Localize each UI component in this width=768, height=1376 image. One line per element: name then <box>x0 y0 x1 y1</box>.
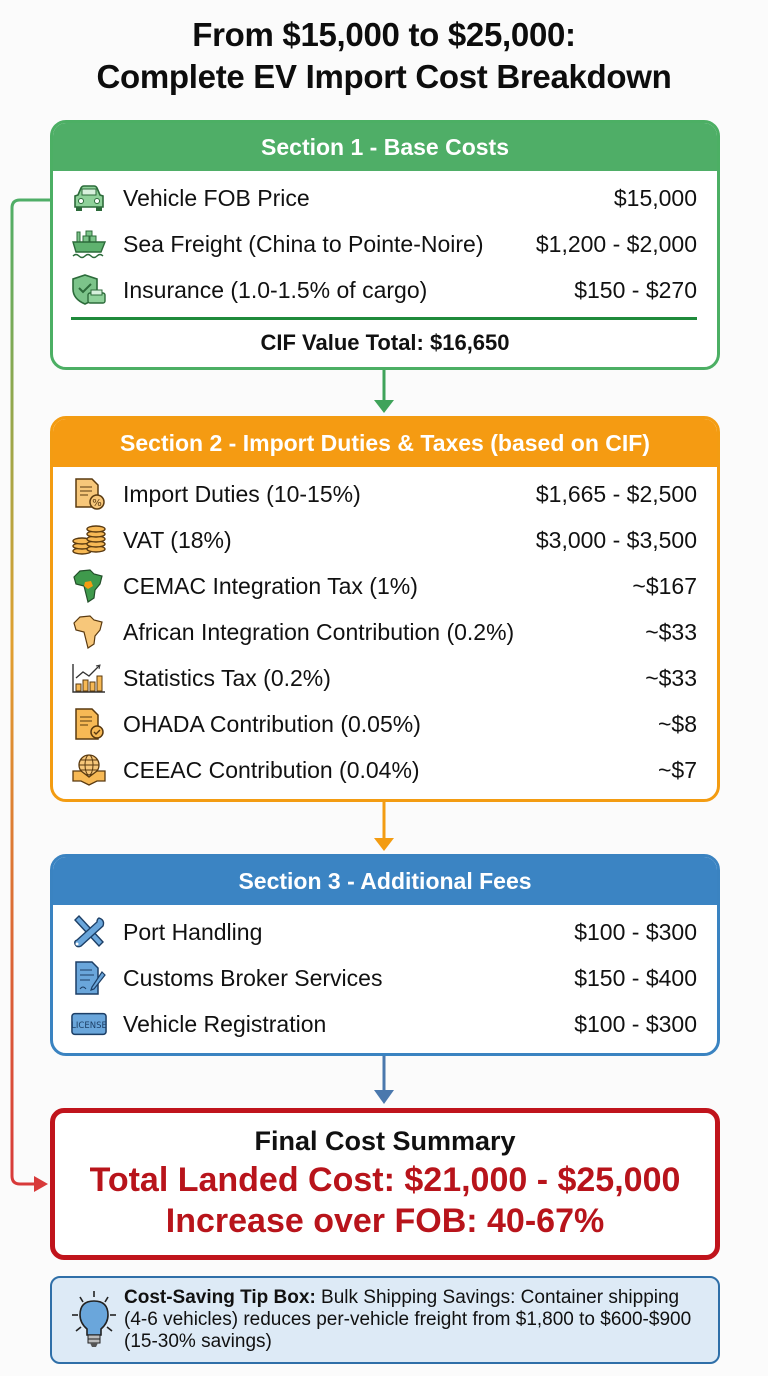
cost-value: ~$33 <box>645 618 697 645</box>
cost-label: Customs Broker Services <box>123 964 383 991</box>
cost-row: Statistics Tax (0.2%) ~$33 <box>71 655 697 701</box>
cost-row: CEMAC Integration Tax (1%) ~$167 <box>71 563 697 609</box>
africa-map-icon <box>71 615 107 649</box>
cost-row: VAT (18%) $3,000 - $3,500 <box>71 517 697 563</box>
cost-label: Sea Freight (China to Pointe-Noire) <box>123 230 484 257</box>
increase-over-fob: Increase over FOB: 40-67% <box>165 1202 605 1240</box>
total-landed-cost: Total Landed Cost: $21,000 - $25,000 <box>89 1161 681 1199</box>
cost-row: Vehicle FOB Price $15,000 <box>71 175 697 221</box>
cost-row: African Integration Contribution (0.2%) … <box>71 609 697 655</box>
document-pen-icon <box>71 961 107 995</box>
cost-value: $100 - $300 <box>574 918 697 945</box>
cost-saving-tip-box: Cost-Saving Tip Box: Bulk Shipping Savin… <box>50 1276 720 1364</box>
cost-row: OHADA Contribution (0.05%) ~$8 <box>71 701 697 747</box>
car-icon <box>71 181 107 215</box>
svg-text:LICENSE: LICENSE <box>71 1021 107 1031</box>
side-arrowhead-icon <box>34 1176 48 1192</box>
section-header: Section 2 - Import Duties & Taxes (based… <box>53 419 717 467</box>
bar-chart-icon <box>71 661 107 695</box>
lightbulb-icon <box>64 1285 124 1355</box>
cost-label: Vehicle Registration <box>123 1010 327 1037</box>
cost-row: CEEAC Contribution (0.04%) ~$7 <box>71 747 697 793</box>
cost-label: CEMAC Integration Tax (1%) <box>123 572 418 599</box>
final-cost-summary: Final Cost Summary Total Landed Cost: $2… <box>50 1108 720 1260</box>
cost-label: Insurance (1.0-1.5% of cargo) <box>123 276 428 303</box>
cost-label: Port Handling <box>123 918 263 945</box>
cost-value: ~$167 <box>632 572 697 599</box>
cost-row: Customs Broker Services $150 - $400 <box>71 955 697 1001</box>
tip-body: Bulk Shipping Savings: Container shippin… <box>124 1287 692 1352</box>
section-header: Section 1 - Base Costs <box>53 123 717 171</box>
cost-row: Insurance (1.0-1.5% of cargo) $150 - $27… <box>71 267 697 313</box>
section-header: Section 3 - Additional Fees <box>53 857 717 905</box>
side-connector-line <box>10 198 50 1186</box>
cost-value: ~$7 <box>657 756 697 783</box>
shield-car-icon <box>71 273 107 307</box>
globe-handshake-icon <box>71 753 107 787</box>
section-additional-fees: Section 3 - Additional Fees Port Handlin… <box>50 854 720 1056</box>
page-title: From $15,000 to $25,000: Complete EV Imp… <box>0 14 768 98</box>
cost-value: ~$33 <box>645 664 697 691</box>
summary-title: Final Cost Summary <box>254 1126 516 1156</box>
cargo-ship-icon <box>71 227 107 261</box>
cost-row: Sea Freight (China to Pointe-Noire) $1,2… <box>71 221 697 267</box>
africa-map-cemac-icon <box>71 569 107 603</box>
cost-row: % Import Duties (10-15%) $1,665 - $2,500 <box>71 471 697 517</box>
title-line-2: Complete EV Import Cost Breakdown <box>96 58 672 95</box>
cost-value: $15,000 <box>613 184 697 211</box>
tip-text: Cost-Saving Tip Box: Bulk Shipping Savin… <box>124 1287 718 1353</box>
document-percent-icon: % <box>71 477 107 511</box>
tools-icon <box>71 914 107 949</box>
arrow-down-icon <box>374 1090 394 1104</box>
title-line-1: From $15,000 to $25,000: <box>192 16 576 53</box>
cost-value: $100 - $300 <box>574 1010 697 1037</box>
cost-row: Port Handling $100 - $300 <box>71 909 697 955</box>
cif-total: CIF Value Total: $16,650 <box>260 330 510 355</box>
tip-label: Cost-Saving Tip Box: <box>124 1287 316 1308</box>
cost-value: ~$8 <box>657 710 697 737</box>
svg-text:%: % <box>92 498 102 509</box>
cost-value: $1,200 - $2,000 <box>535 230 697 257</box>
cost-label: Vehicle FOB Price <box>123 184 310 211</box>
cost-value: $3,000 - $3,500 <box>535 526 697 553</box>
cost-label: Statistics Tax (0.2%) <box>123 664 331 691</box>
section-import-duties: Section 2 - Import Duties & Taxes (based… <box>50 416 720 802</box>
coin-stack-icon <box>71 523 107 557</box>
cost-label: Import Duties (10-15%) <box>123 480 361 507</box>
divider <box>71 317 697 320</box>
cost-label: CEEAC Contribution (0.04%) <box>123 756 420 783</box>
cost-value: $150 - $400 <box>574 964 697 991</box>
arrow-down-icon <box>374 838 394 851</box>
cost-value: $1,665 - $2,500 <box>535 480 697 507</box>
cost-label: VAT (18%) <box>123 526 232 553</box>
arrow-down-icon <box>374 400 394 413</box>
cost-label: OHADA Contribution (0.05%) <box>123 710 421 737</box>
cost-value: $150 - $270 <box>574 276 697 303</box>
cost-label: African Integration Contribution (0.2%) <box>123 618 515 645</box>
document-check-icon <box>71 707 107 741</box>
license-plate-icon: LICENSE <box>71 1007 107 1041</box>
cost-row: LICENSE Vehicle Registration $100 - $300 <box>71 1001 697 1047</box>
section-base-costs: Section 1 - Base Costs Vehicle FOB Price… <box>50 120 720 370</box>
